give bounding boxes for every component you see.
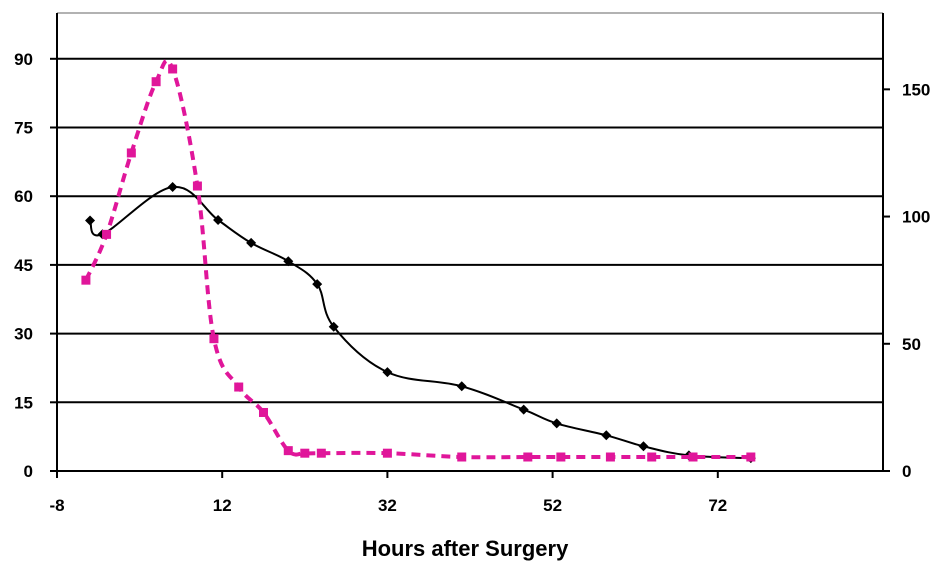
- data-point-marker: [601, 430, 612, 441]
- data-point-marker: [551, 418, 562, 429]
- data-point-marker: [518, 404, 529, 415]
- data-point-marker: [168, 64, 178, 74]
- right-y-ticks: 0 50 100 150: [883, 80, 930, 481]
- gridlines: [57, 57, 883, 404]
- data-point-marker: [81, 275, 91, 285]
- data-point-marker: [328, 321, 339, 332]
- left-tick-label: 0: [24, 462, 33, 481]
- x-tick-label: 52: [543, 496, 562, 515]
- right-tick-label: 50: [902, 335, 921, 354]
- data-point-marker: [312, 279, 323, 290]
- x-tick-label: 12: [213, 496, 232, 515]
- data-point-marker: [234, 382, 244, 392]
- data-point-marker: [283, 446, 293, 456]
- left-tick-label: 90: [14, 50, 33, 69]
- left-y-ticks: 0 15 30 45 60 75 90: [14, 50, 57, 481]
- left-tick-label: 75: [14, 119, 33, 138]
- data-point-marker: [457, 452, 467, 462]
- data-point-marker: [102, 229, 112, 239]
- series-line: [84, 58, 751, 460]
- data-point-marker: [151, 77, 161, 87]
- series-1: [85, 182, 756, 464]
- data-point-marker: [746, 452, 756, 462]
- data-point-marker: [638, 441, 649, 452]
- data-point-marker: [85, 215, 96, 226]
- data-point-marker: [382, 367, 393, 378]
- right-tick-label: 0: [902, 462, 911, 481]
- data-point-marker: [688, 452, 698, 462]
- data-point-marker: [283, 256, 294, 267]
- right-tick-label: 150: [902, 80, 930, 99]
- x-tick-label: 72: [708, 496, 727, 515]
- data-point-marker: [647, 452, 657, 462]
- data-point-marker: [316, 448, 326, 458]
- left-tick-label: 30: [14, 325, 33, 344]
- x-axis-title: Hours after Surgery: [362, 536, 569, 561]
- data-point-marker: [213, 215, 224, 226]
- x-tick-label: -8: [49, 496, 64, 515]
- data-point-marker: [605, 452, 615, 462]
- x-ticks: -8 12 32 52 72: [49, 471, 727, 515]
- left-tick-label: 60: [14, 187, 33, 206]
- data-point-marker: [259, 407, 268, 417]
- data-point-marker: [167, 182, 178, 193]
- right-tick-label: 100: [902, 208, 930, 227]
- left-tick-label: 15: [14, 393, 33, 412]
- series-line: [89, 185, 751, 460]
- left-tick-label: 45: [14, 256, 33, 275]
- series-2: [81, 58, 756, 462]
- series-layer: [81, 58, 756, 464]
- data-point-marker: [246, 237, 257, 248]
- data-point-marker: [523, 452, 533, 462]
- data-point-marker: [382, 448, 392, 458]
- data-point-marker: [209, 334, 219, 344]
- data-point-marker: [192, 181, 202, 191]
- data-point-marker: [300, 448, 310, 458]
- x-tick-label: 32: [378, 496, 397, 515]
- data-point-marker: [456, 381, 467, 392]
- data-point-marker: [126, 148, 136, 158]
- data-point-marker: [556, 452, 566, 462]
